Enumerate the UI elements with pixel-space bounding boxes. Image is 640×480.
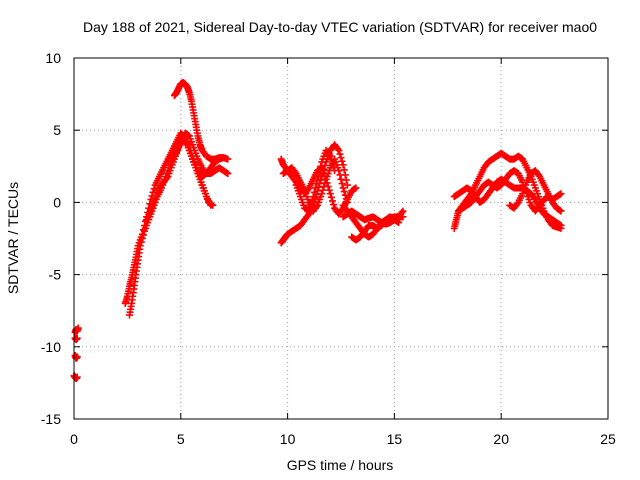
data-point — [318, 190, 326, 198]
data-points — [70, 79, 565, 383]
data-point — [315, 171, 323, 179]
data-point — [341, 191, 349, 199]
data-point — [557, 190, 565, 198]
data-point — [309, 193, 317, 201]
x-ticks: 0 5 10 15 20 25 — [70, 58, 616, 447]
data-point — [535, 171, 543, 179]
data-point — [342, 195, 350, 203]
data-point — [325, 186, 333, 194]
y-tick-label: -10 — [41, 339, 61, 355]
data-point — [331, 167, 339, 175]
data-point — [224, 155, 232, 163]
data-point — [336, 171, 344, 179]
data-point — [334, 145, 342, 153]
data-point — [339, 161, 347, 169]
data-point — [220, 154, 228, 162]
data-point — [399, 207, 407, 215]
data-point — [305, 207, 313, 215]
data-point — [291, 168, 299, 176]
data-point — [557, 207, 565, 215]
series-c — [71, 351, 81, 362]
series-i — [170, 79, 228, 163]
data-point — [338, 180, 346, 188]
data-point — [320, 183, 328, 191]
data-point — [513, 200, 521, 208]
data-point — [139, 231, 147, 239]
data-point — [337, 175, 345, 183]
series-d — [70, 372, 81, 383]
data-point — [136, 242, 144, 250]
series-m — [292, 146, 339, 215]
data-point — [395, 219, 403, 227]
data-point — [74, 324, 82, 332]
y-axis-label: SDTVAR / TECUs — [5, 182, 21, 294]
data-point — [312, 180, 320, 188]
x-axis-label: GPS time / hours — [287, 457, 394, 473]
data-point — [343, 181, 351, 189]
data-point — [340, 188, 348, 196]
series-b — [71, 334, 81, 344]
data-point — [224, 170, 232, 178]
series-h — [168, 129, 232, 178]
data-point — [307, 200, 315, 208]
x-tick-label: 10 — [280, 431, 296, 447]
data-point — [138, 235, 146, 242]
data-point — [308, 196, 316, 204]
data-point — [311, 184, 319, 192]
y-tick-label: -15 — [41, 411, 61, 427]
x-tick-label: 15 — [387, 431, 403, 447]
data-point — [530, 194, 538, 202]
x-tick-label: 20 — [493, 431, 509, 447]
x-tick-label: 5 — [177, 431, 185, 447]
data-point — [338, 157, 346, 165]
data-point — [312, 203, 320, 211]
y-tick-label: -5 — [49, 267, 62, 283]
series-q — [450, 149, 565, 232]
data-point — [330, 201, 338, 209]
data-point — [316, 167, 324, 175]
data-point — [335, 146, 343, 154]
series-p — [348, 213, 403, 244]
data-point — [310, 188, 318, 196]
data-point — [327, 193, 335, 201]
data-point — [314, 175, 322, 183]
data-point — [328, 197, 336, 205]
data-point — [557, 222, 565, 230]
y-tick-label: 5 — [53, 122, 61, 138]
data-point — [337, 154, 345, 162]
data-point — [73, 334, 81, 342]
data-point — [73, 373, 81, 381]
x-tick-label: 0 — [70, 431, 78, 447]
plot-frame — [73, 57, 609, 420]
data-point — [163, 174, 171, 182]
data-point — [306, 203, 314, 211]
y-tick-label: 10 — [45, 50, 61, 66]
data-point — [321, 179, 329, 187]
data-point — [137, 238, 145, 246]
data-point — [326, 190, 334, 198]
x-tick-label: 25 — [600, 431, 616, 447]
data-point — [209, 201, 217, 209]
data-point — [398, 209, 406, 217]
data-point — [73, 353, 81, 361]
data-point — [317, 162, 325, 170]
data-point — [325, 151, 333, 159]
series-t — [506, 167, 565, 215]
data-point — [327, 156, 335, 164]
data-point — [339, 184, 347, 192]
data-point — [328, 159, 336, 167]
chart-title: Day 188 of 2021, Sidereal Day-to-day VTE… — [83, 19, 597, 35]
data-point — [330, 163, 338, 171]
data-point — [352, 184, 360, 192]
data-point — [343, 198, 351, 206]
series-a — [71, 324, 82, 336]
data-point — [326, 152, 334, 160]
y-ticks: -15 -10 -5 0 5 10 — [41, 50, 608, 427]
grid-lines — [74, 58, 608, 419]
data-point — [336, 150, 344, 158]
data-point — [319, 186, 327, 194]
y-tick-label: 0 — [53, 194, 61, 210]
